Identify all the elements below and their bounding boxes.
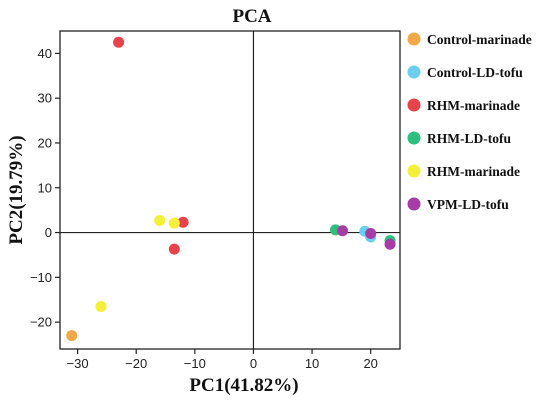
- x-axis-label: PC1(41.82%): [189, 375, 298, 396]
- data-point-series-6: [365, 227, 377, 239]
- data-point-series-6: [384, 238, 396, 250]
- legend-marker: [407, 98, 421, 112]
- legend-label: RHM-LD-tofu: [427, 131, 511, 146]
- legend-label: Control-marinade: [427, 32, 532, 47]
- x-tick-label: 0: [250, 356, 257, 371]
- data-point-series-3: [168, 243, 180, 255]
- legend-marker: [407, 131, 421, 145]
- legend-label: RHM-marinade: [427, 164, 520, 179]
- y-axis-label: PC2(19.79%): [6, 135, 27, 244]
- data-points: [66, 36, 396, 342]
- data-point-series-5: [154, 214, 166, 226]
- y-tick-label: 40: [38, 46, 52, 61]
- legend-label: Control-LD-tofu: [427, 65, 523, 80]
- legend-label: RHM-marinade: [427, 98, 520, 113]
- reference-lines: [60, 31, 400, 349]
- y-tick-label: 30: [38, 91, 52, 106]
- legend-marker: [407, 65, 421, 79]
- x-tick-label: −20: [125, 356, 147, 371]
- legend-marker: [407, 32, 421, 46]
- y-tick-label: 0: [45, 225, 52, 240]
- legend-marker: [407, 197, 421, 211]
- legend-marker: [407, 164, 421, 178]
- chart-title: PCA: [232, 6, 271, 27]
- x-axis-ticks: −30 −20 −10 0 10 20: [67, 349, 378, 371]
- data-point-series-5: [95, 300, 107, 312]
- y-tick-label: 20: [38, 135, 52, 150]
- data-point-series-5: [168, 217, 180, 229]
- x-tick-label: 10: [305, 356, 319, 371]
- y-tick-label: 10: [38, 180, 52, 195]
- y-tick-label: −10: [30, 270, 52, 285]
- legend-label: VPM-LD-tofu: [427, 197, 509, 212]
- y-tick-label: −20: [30, 315, 52, 330]
- x-tick-label: 20: [363, 356, 377, 371]
- data-point-series-3: [113, 36, 125, 48]
- data-point-series-1: [66, 330, 78, 342]
- data-point-series-3: [177, 216, 189, 228]
- data-point-series-6: [337, 225, 349, 237]
- x-tick-label: −30: [67, 356, 89, 371]
- x-tick-label: −10: [184, 356, 206, 371]
- y-axis-ticks: −20 −10 0 10 20 30 40: [30, 46, 60, 330]
- chart-legend: Control-marinade Control-LD-tofu RHM-marin…: [407, 32, 532, 212]
- plot-area-frame: [59, 30, 401, 350]
